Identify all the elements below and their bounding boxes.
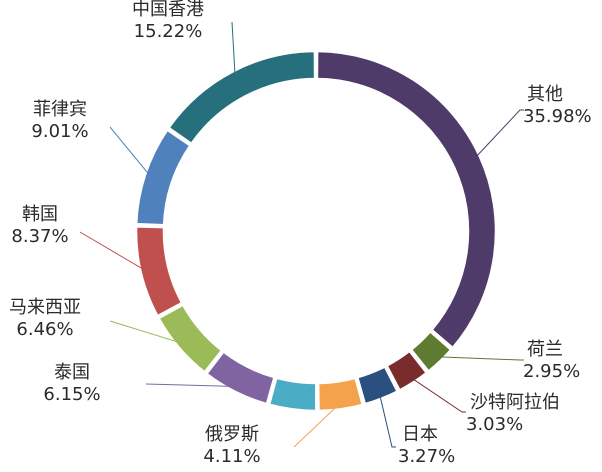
slice-俄罗斯 xyxy=(316,376,365,413)
leader-line-菲律宾 xyxy=(109,126,152,177)
slice-马来西亚 xyxy=(156,302,224,375)
value-label-日本: 3.27% xyxy=(398,446,455,467)
leader-line-韩国 xyxy=(79,231,147,272)
value-label-沙特阿拉伯: 3.03% xyxy=(466,414,523,435)
label-日本: 日本 xyxy=(402,424,438,445)
label-菲律宾: 菲律宾 xyxy=(33,99,87,120)
label-中国香港: 中国香港 xyxy=(132,0,204,20)
label-俄罗斯: 俄罗斯 xyxy=(205,424,259,445)
label-韩国: 韩国 xyxy=(22,204,58,225)
value-label-泰国: 6.15% xyxy=(43,384,100,405)
label-马来西亚: 马来西亚 xyxy=(9,297,81,318)
slice-沙特阿拉伯 xyxy=(384,349,429,393)
slice-其他 xyxy=(315,49,498,350)
label-沙特阿拉伯: 沙特阿拉伯 xyxy=(470,392,560,413)
leader-line-其他 xyxy=(473,109,524,160)
value-label-韩国: 8.37% xyxy=(11,226,68,247)
leader-line-俄罗斯 xyxy=(293,402,341,448)
leader-line-泰国 xyxy=(145,383,238,387)
leader-lines-group xyxy=(79,21,524,448)
leader-line-中国香港 xyxy=(231,21,236,77)
slice-泰国 xyxy=(204,349,277,406)
value-label-俄罗斯: 4.11% xyxy=(203,446,260,467)
value-label-菲律宾: 9.01% xyxy=(31,121,88,142)
slice-中国香港 xyxy=(166,49,317,146)
value-label-马来西亚: 6.46% xyxy=(16,319,73,340)
value-label-荷兰: 2.95% xyxy=(523,361,580,382)
slice-韩国 xyxy=(134,225,184,318)
slice-日本 xyxy=(355,364,400,406)
slice-菲律宾 xyxy=(134,127,193,227)
label-其他: 其他 xyxy=(527,84,563,105)
value-label-其他: 35.98% xyxy=(523,106,592,127)
leader-line-马来西亚 xyxy=(109,320,184,345)
slices-group xyxy=(134,49,498,413)
leader-line-沙特阿拉伯 xyxy=(410,376,466,413)
value-label-中国香港: 15.22% xyxy=(134,21,203,42)
label-荷兰: 荷兰 xyxy=(527,339,563,360)
slice-index-5 xyxy=(267,376,318,413)
leader-line-荷兰 xyxy=(436,356,524,361)
label-泰国: 泰国 xyxy=(54,362,90,383)
leader-line-日本 xyxy=(378,392,396,448)
